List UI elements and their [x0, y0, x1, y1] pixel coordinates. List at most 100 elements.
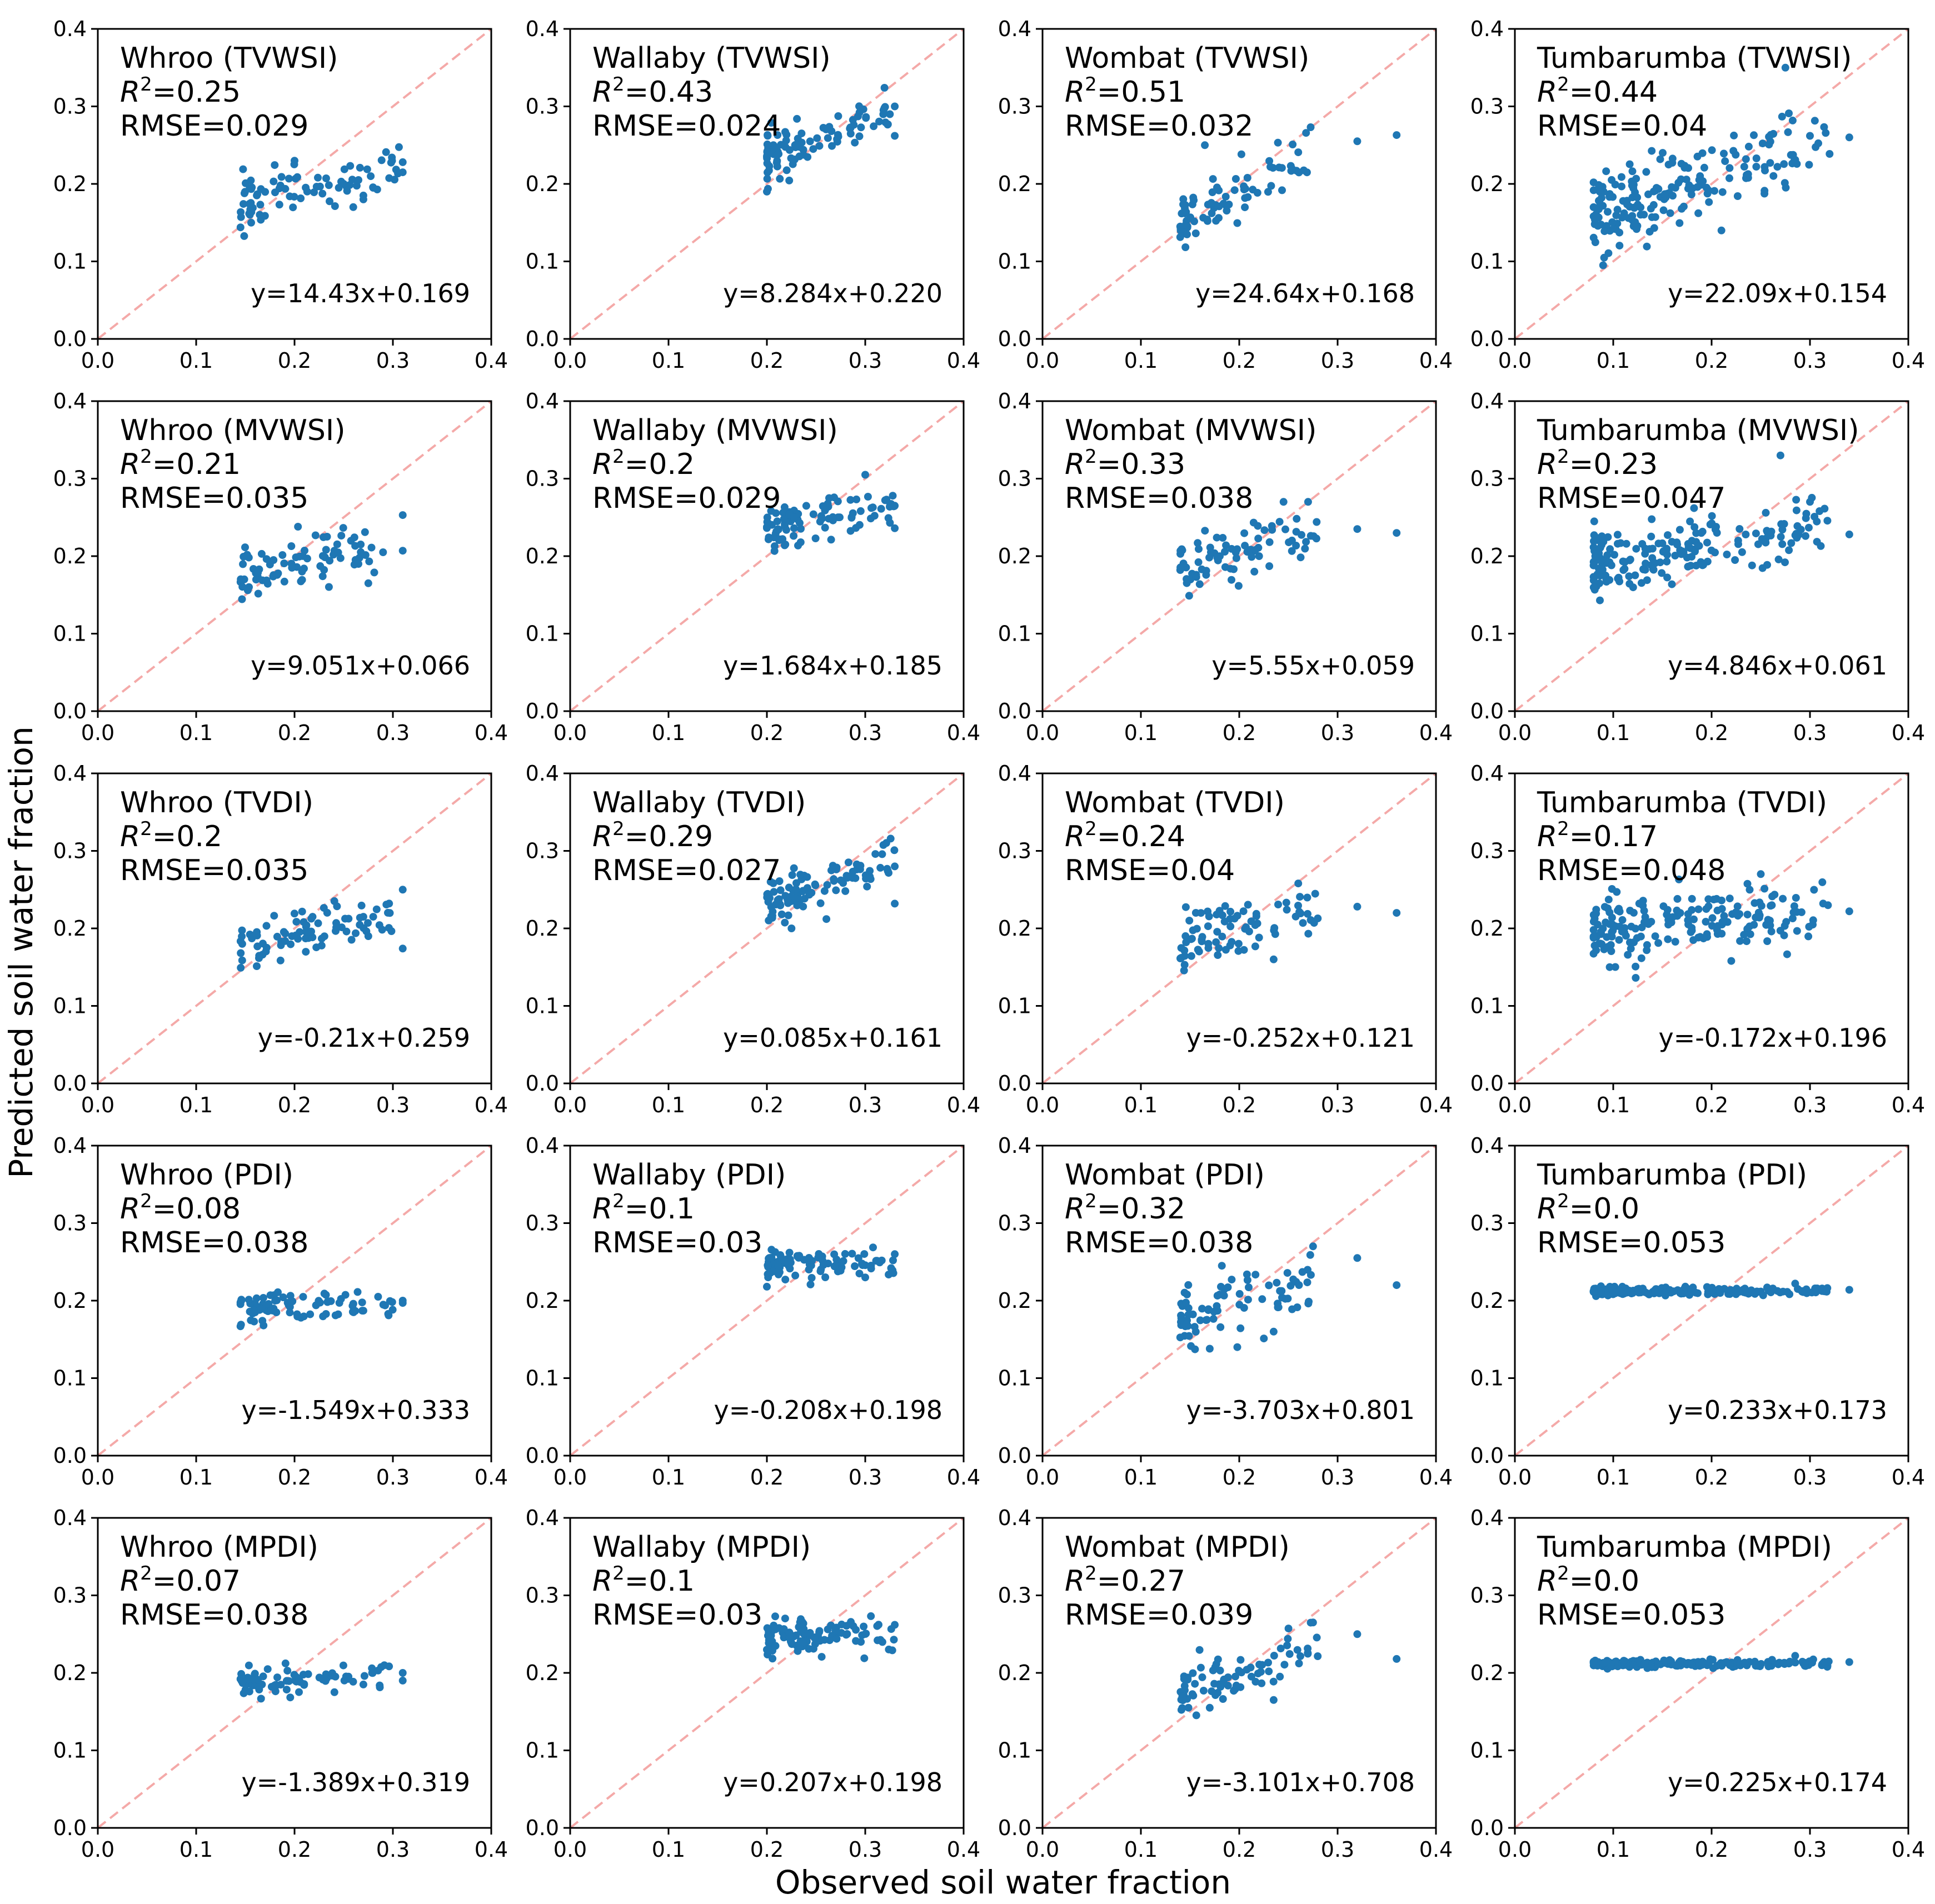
data-point	[1703, 538, 1711, 547]
data-point	[1778, 112, 1786, 121]
data-point	[1274, 138, 1282, 147]
data-point	[326, 557, 334, 565]
data-point	[784, 911, 792, 919]
data-point	[346, 162, 355, 170]
data-point	[767, 119, 775, 127]
data-point	[1758, 139, 1767, 148]
x-tick-label: 0.0	[1026, 1093, 1059, 1117]
scatter-panel-tumbarumba-mpdi: 0.00.00.10.10.20.20.30.30.40.4Tumbarumba…	[1470, 1506, 1926, 1862]
data-point	[1677, 1290, 1685, 1298]
data-point	[774, 131, 782, 139]
data-point	[1780, 931, 1788, 939]
regression-equation: y=14.43x+0.169	[251, 278, 470, 308]
data-point	[797, 524, 805, 533]
data-point	[1232, 554, 1240, 562]
data-point	[275, 184, 283, 193]
data-point	[1204, 922, 1212, 931]
data-point	[1599, 1659, 1607, 1667]
y-tick-label: 0.2	[1470, 172, 1504, 196]
x-tick-label: 0.0	[81, 1837, 114, 1862]
data-point	[891, 1250, 899, 1258]
x-tick-label: 0.4	[1419, 1837, 1453, 1862]
data-point	[318, 189, 327, 198]
data-point	[1206, 543, 1214, 552]
data-point	[1223, 207, 1231, 215]
data-point	[1802, 532, 1809, 540]
data-point	[1178, 1692, 1186, 1701]
data-point	[254, 589, 262, 598]
rmse-label: RMSE=0.03	[592, 1226, 762, 1260]
x-tick-label: 0.2	[278, 721, 311, 745]
data-point	[1648, 544, 1657, 553]
data-point	[1191, 1345, 1199, 1353]
x-tick-label: 0.1	[1597, 1837, 1630, 1862]
data-point	[1303, 893, 1311, 902]
data-point	[797, 129, 806, 138]
regression-equation: y=5.55x+0.059	[1211, 651, 1415, 681]
data-point	[1651, 559, 1659, 567]
data-point	[1785, 546, 1793, 554]
data-point	[1628, 167, 1637, 176]
data-point	[1687, 562, 1695, 570]
y-tick-label: 0.2	[526, 1288, 559, 1313]
data-point	[1234, 939, 1243, 948]
data-point	[837, 1629, 846, 1637]
scatter-points	[236, 511, 407, 603]
data-point	[1687, 928, 1695, 936]
data-point	[1264, 188, 1272, 196]
data-point	[376, 1683, 384, 1691]
data-point	[1228, 938, 1236, 946]
data-point	[1293, 1646, 1301, 1654]
data-point	[781, 1615, 789, 1623]
data-point	[1228, 576, 1235, 584]
y-tick-label: 0.2	[53, 916, 87, 941]
data-point	[1718, 896, 1725, 904]
data-point	[867, 1612, 875, 1620]
x-tick-label: 0.4	[947, 348, 980, 373]
data-point	[852, 1637, 860, 1645]
data-point	[1196, 1663, 1205, 1672]
data-point	[874, 1636, 882, 1645]
data-point	[770, 888, 778, 896]
x-tick-label: 0.1	[1597, 1093, 1630, 1117]
data-point	[1212, 938, 1220, 946]
data-point	[255, 1686, 263, 1693]
scatter-points	[763, 84, 899, 196]
scatter-panel-tumbarumba-tvwsi: 0.00.0 0.1 0.1 0.2 0.2 0.3 0.3 0.4 0.4 Tumbarumba…	[1470, 17, 1926, 373]
data-point	[775, 535, 784, 543]
r-squared-value: 0.08	[176, 1192, 241, 1226]
x-tick-label: 0.0	[1026, 721, 1059, 745]
data-point	[253, 942, 262, 951]
data-point	[369, 913, 377, 921]
one-to-one-line	[1514, 1517, 1909, 1829]
y-tick-label: 0.1	[998, 1738, 1031, 1763]
data-point	[1761, 163, 1769, 171]
data-point	[1221, 902, 1229, 910]
data-point	[247, 208, 256, 216]
data-point	[325, 181, 333, 189]
data-point	[1244, 901, 1252, 909]
scatter-points	[1176, 879, 1401, 975]
data-point	[282, 1686, 291, 1694]
data-point	[861, 471, 869, 479]
data-point	[395, 143, 403, 151]
data-point	[287, 542, 296, 550]
x-tick-label: 0.4	[1419, 1093, 1453, 1117]
data-point	[796, 519, 804, 527]
data-point	[891, 102, 899, 111]
data-point	[1735, 525, 1744, 533]
data-point	[238, 583, 247, 591]
data-point	[1353, 525, 1362, 533]
data-point	[1704, 902, 1713, 911]
data-point	[1778, 540, 1787, 548]
data-point	[1213, 928, 1221, 936]
data-point	[1666, 209, 1674, 217]
data-point	[386, 909, 394, 917]
data-point	[1208, 209, 1216, 217]
y-tick-label: 0.3	[1470, 94, 1504, 119]
data-point	[1695, 542, 1703, 550]
data-point	[1280, 1661, 1289, 1669]
rmse-label: RMSE=0.035	[120, 482, 308, 515]
data-point	[1255, 552, 1263, 560]
data-point	[1613, 888, 1621, 896]
